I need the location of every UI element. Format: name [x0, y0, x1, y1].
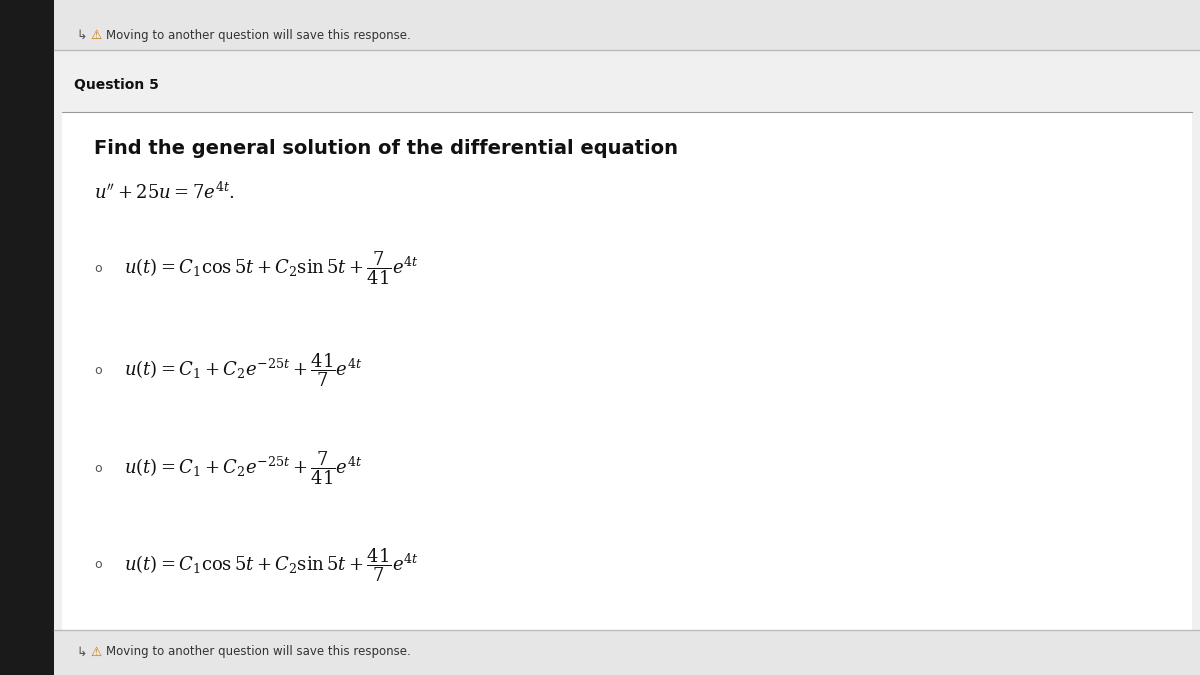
Text: $u'' +25u = 7e^{4t}.$: $u'' +25u = 7e^{4t}.$: [94, 182, 235, 202]
Text: ⚠: ⚠: [90, 645, 101, 659]
Text: ⚠: ⚠: [90, 28, 101, 41]
Bar: [54, 0, 1200, 50]
Text: Moving to another question will save this response.: Moving to another question will save thi…: [106, 645, 410, 659]
Text: $u(t)=C_1 + C_2 e^{-25t} + \dfrac{7}{41}e^{4t}$: $u(t)=C_1 + C_2 e^{-25t} + \dfrac{7}{41}…: [124, 449, 362, 487]
Text: Question 5: Question 5: [74, 78, 158, 92]
Text: $u(t)=C_1\cos 5t + C_2\sin 5t + \dfrac{7}{41}e^{4t}$: $u(t)=C_1\cos 5t + C_2\sin 5t + \dfrac{7…: [124, 249, 419, 287]
Text: $u(t)=C_1 + C_2 e^{-25t} + \dfrac{41}{7}e^{4t}$: $u(t)=C_1 + C_2 e^{-25t} + \dfrac{41}{7}…: [124, 351, 362, 389]
Text: o: o: [94, 261, 102, 275]
Bar: [62, 112, 1192, 630]
Text: $u(t)=C_1\cos 5t + C_2\sin 5t + \dfrac{41}{7}e^{4t}$: $u(t)=C_1\cos 5t + C_2\sin 5t + \dfrac{4…: [124, 546, 419, 584]
Text: Moving to another question will save this response.: Moving to another question will save thi…: [106, 28, 410, 41]
Text: o: o: [94, 462, 102, 475]
Text: Find the general solution of the differential equation: Find the general solution of the differe…: [94, 138, 678, 157]
Text: ↳: ↳: [76, 645, 86, 659]
Text: o: o: [94, 558, 102, 572]
Bar: [54, 630, 1200, 675]
Bar: [0, 0, 54, 675]
Text: o: o: [94, 364, 102, 377]
Text: ↳: ↳: [76, 28, 86, 41]
